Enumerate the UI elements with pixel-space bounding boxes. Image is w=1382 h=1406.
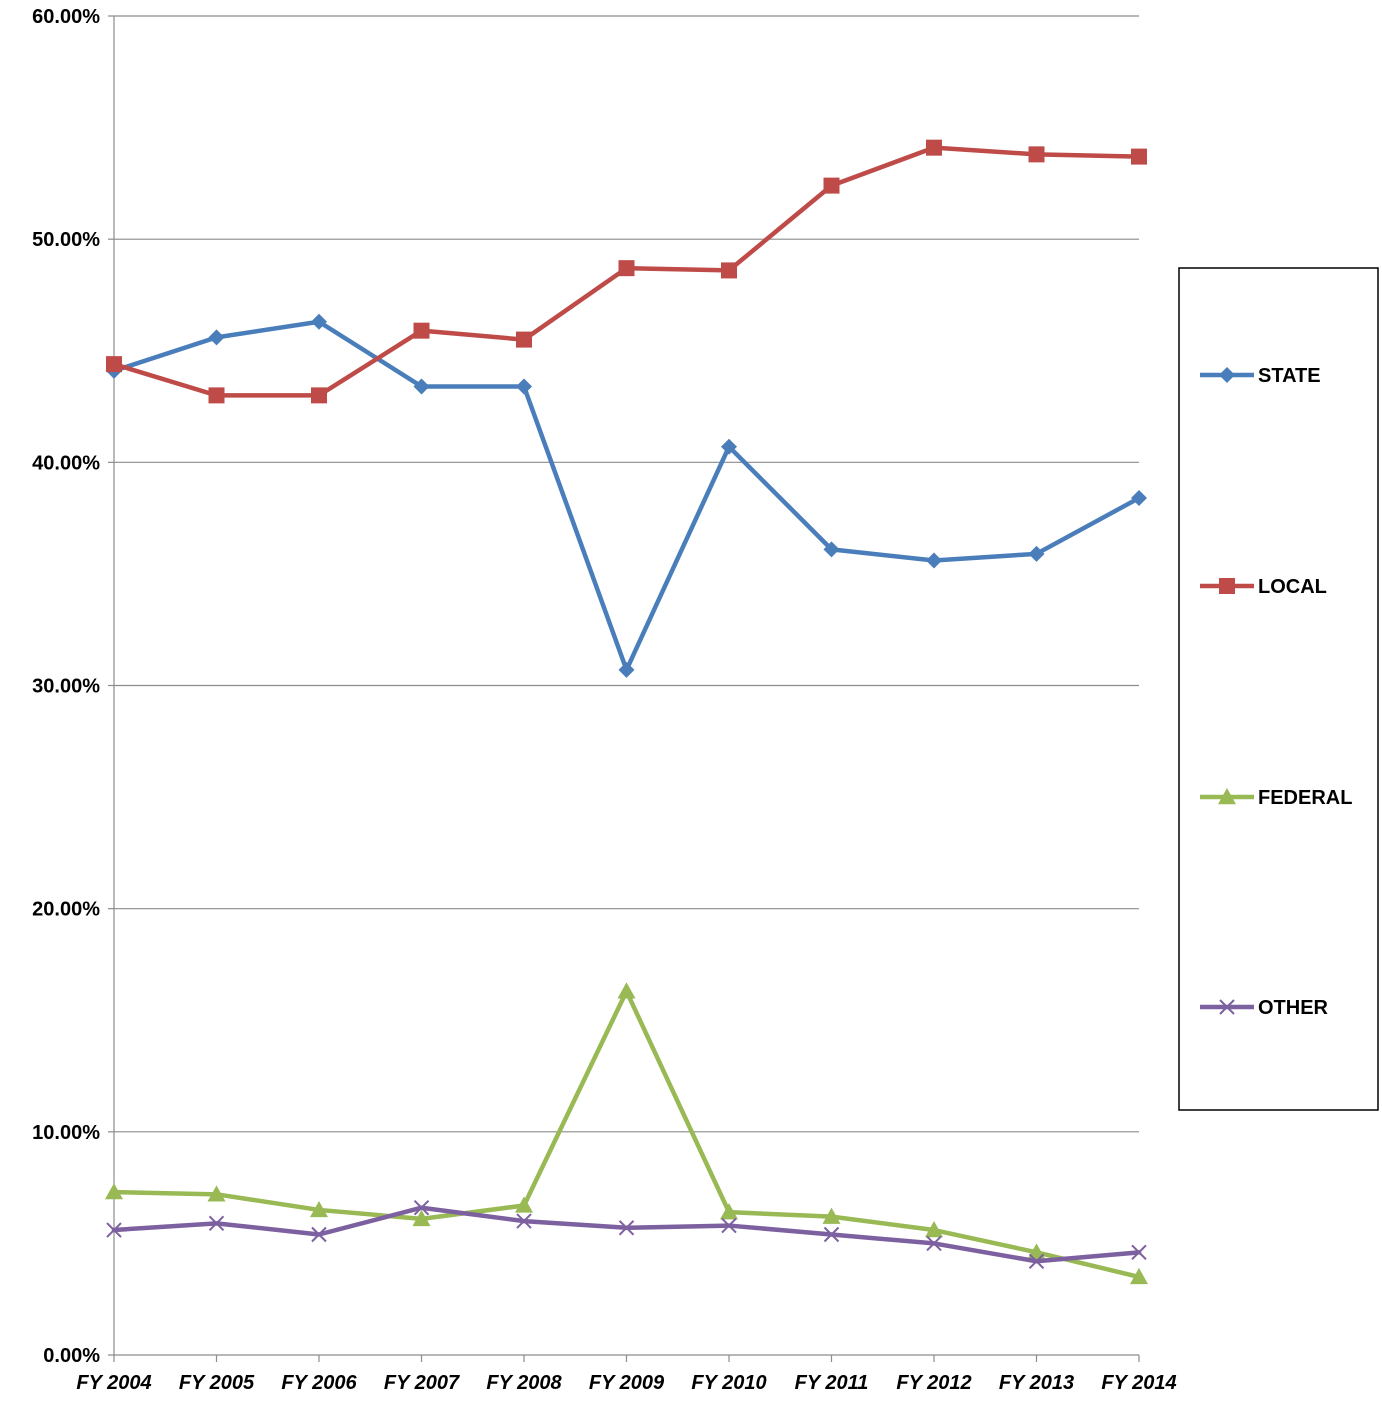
data-point-x-stroke	[1131, 1244, 1147, 1261]
x-tick-label: FY 2008	[486, 1372, 562, 1394]
series-federal	[105, 982, 1148, 1285]
data-point-x	[721, 1217, 737, 1234]
data-point-diamond	[721, 438, 737, 455]
data-point-diamond	[516, 378, 532, 395]
data-point-triangle	[105, 1183, 123, 1200]
data-point-diamond	[413, 378, 430, 395]
y-tick-label: 0.00%	[43, 1345, 100, 1367]
legend-item-state: STATE	[1200, 365, 1321, 387]
data-point-x-stroke	[516, 1213, 532, 1229]
data-point-diamond	[926, 552, 942, 569]
data-point-x	[106, 1222, 122, 1238]
data-point-triangle	[1130, 1267, 1148, 1285]
legend-label: STATE	[1258, 365, 1321, 387]
data-point-triangle	[515, 1196, 533, 1213]
data-point-square	[1131, 148, 1147, 165]
x-tick-label: FY 2014	[1101, 1372, 1176, 1394]
data-point-square	[926, 139, 942, 156]
y-tick-label: 40.00%	[32, 452, 100, 474]
data-point-x-stroke	[926, 1235, 942, 1252]
data-point-triangle	[720, 1203, 738, 1220]
gridlines	[114, 15, 1139, 1133]
data-point-diamond	[823, 541, 840, 558]
x-tick-label: FY 2009	[589, 1372, 665, 1394]
x-tick-label: FY 2010	[691, 1372, 766, 1394]
y-tick-label: 30.00%	[32, 676, 100, 698]
data-point-x	[208, 1215, 225, 1232]
data-point-x	[311, 1226, 327, 1243]
data-point-triangle	[925, 1221, 943, 1238]
data-point-x-stroke	[618, 1220, 635, 1236]
legend-item-federal: FEDERAL	[1200, 787, 1352, 809]
data-point-square	[516, 331, 532, 348]
data-point-x-stroke	[823, 1226, 840, 1243]
data-point-triangle	[310, 1200, 328, 1218]
data-point-triangle	[617, 982, 636, 999]
x-axis-tick-labels: FY 2004 FY 2005 FY 2006 FY 2007 FY 2008 FY 20…	[76, 1372, 1176, 1394]
data-point-x	[413, 1200, 430, 1216]
data-point-x	[516, 1213, 532, 1229]
data-point-square	[413, 322, 430, 339]
series-line	[111, 1205, 1142, 1264]
data-point-diamond	[618, 661, 635, 678]
legend-label: LOCAL	[1258, 576, 1327, 598]
data-point-diamond	[1219, 367, 1235, 383]
data-point-square	[311, 387, 327, 404]
data-point-triangle	[1218, 788, 1236, 805]
legend-label: FEDERAL	[1258, 787, 1352, 809]
x-tick-label: FY 2013	[999, 1372, 1074, 1394]
x-tick-label: FY 2012	[896, 1372, 971, 1394]
legend-box	[1178, 267, 1379, 1111]
data-point-x-stroke	[106, 1222, 122, 1238]
axes	[108, 15, 1140, 1362]
data-point-diamond	[208, 329, 225, 346]
x-tick-label: FY 2011	[795, 1372, 869, 1394]
data-point-x	[926, 1235, 942, 1252]
x-tick-label: FY 2007	[384, 1372, 460, 1394]
series-local	[106, 139, 1147, 404]
data-point-square	[208, 387, 225, 404]
data-point-x-stroke	[1028, 1253, 1045, 1269]
x-tick-label: FY 2005	[179, 1372, 255, 1394]
x-tick-label: FY 2004	[76, 1372, 151, 1394]
data-point-diamond	[311, 313, 327, 330]
data-point-x	[1028, 1253, 1045, 1269]
series-line	[111, 319, 1142, 673]
data-point-triangle	[412, 1209, 431, 1227]
data-point-square	[1219, 578, 1235, 594]
x-tick-label: FY 2006	[281, 1372, 357, 1394]
legend-item-other: OTHER	[1200, 997, 1329, 1019]
series-line	[111, 988, 1142, 1280]
data-point-square	[823, 177, 840, 194]
series-other	[106, 1200, 1147, 1269]
y-tick-label: 50.00%	[32, 229, 100, 251]
data-point-triangle	[207, 1185, 226, 1202]
data-point-x-stroke	[311, 1226, 327, 1243]
data-point-square	[618, 260, 635, 277]
data-point-x	[1131, 1244, 1147, 1261]
legend: STATE LOCAL FEDERAL OTHER	[1178, 267, 1379, 1111]
data-point-x-stroke	[208, 1215, 225, 1232]
data-point-x	[1219, 999, 1235, 1015]
series-group	[105, 139, 1148, 1285]
data-point-diamond	[1131, 490, 1147, 507]
data-point-square	[106, 356, 122, 373]
data-point-x-stroke	[413, 1200, 430, 1216]
data-point-x	[823, 1226, 840, 1243]
data-point-x-stroke	[1219, 999, 1235, 1015]
data-point-x	[618, 1220, 635, 1236]
y-axis-tick-labels: 0.00% 10.00% 20.00% 30.00% 40.00% 50.00% 60.00…	[32, 6, 100, 1367]
legend-label: OTHER	[1258, 997, 1329, 1019]
data-point-square	[1028, 146, 1045, 163]
data-point-square	[721, 262, 737, 279]
legend-item-local: LOCAL	[1200, 576, 1327, 598]
y-tick-label: 60.00%	[32, 6, 100, 28]
data-point-x-stroke	[721, 1217, 737, 1234]
y-tick-label: 20.00%	[32, 899, 100, 921]
data-point-triangle	[822, 1207, 841, 1224]
data-point-diamond	[1028, 545, 1045, 562]
series-state	[106, 313, 1147, 678]
y-tick-label: 10.00%	[32, 1122, 100, 1144]
